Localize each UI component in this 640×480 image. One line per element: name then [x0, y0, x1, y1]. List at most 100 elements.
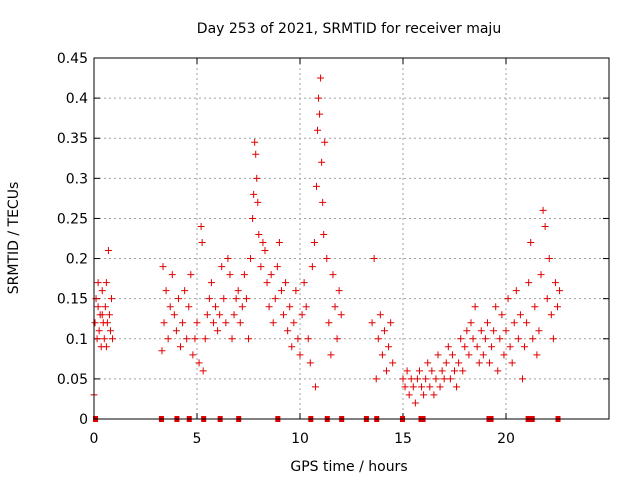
- data-point: [207, 279, 215, 287]
- data-point: [317, 74, 325, 82]
- data-point: [172, 327, 180, 335]
- data-point: [481, 335, 489, 343]
- data-point: [201, 335, 209, 343]
- x-tick-label: 5: [193, 431, 202, 447]
- data-point: [238, 303, 246, 311]
- data-point: [226, 271, 234, 279]
- data-point: [378, 351, 386, 359]
- data-point: [523, 319, 531, 327]
- y-tick-label: 0.45: [57, 51, 88, 67]
- data-point: [259, 239, 267, 247]
- data-point: [220, 295, 228, 303]
- data-point: [102, 343, 110, 351]
- data-point: [477, 327, 485, 335]
- data-point: [383, 367, 391, 375]
- data-point: [335, 287, 343, 295]
- data-point: [212, 303, 220, 311]
- data-point: [265, 303, 273, 311]
- data-point: [284, 327, 292, 335]
- data-point: [320, 230, 328, 238]
- data-point: [467, 319, 475, 327]
- data-point: [428, 367, 436, 375]
- data-point: [193, 319, 201, 327]
- y-tick-label: 0.3: [66, 171, 88, 187]
- data-point: [541, 222, 549, 230]
- data-point: [245, 335, 252, 343]
- data-point: [376, 311, 384, 319]
- data-point: [516, 311, 524, 319]
- data-point: [104, 247, 112, 255]
- data-point: [426, 383, 434, 391]
- data-point: [181, 287, 189, 295]
- data-point: [389, 359, 397, 367]
- data-point: [535, 327, 543, 335]
- data-point: [170, 311, 178, 319]
- data-point: [510, 319, 518, 327]
- data-point: [101, 303, 109, 311]
- data-point: [315, 94, 323, 102]
- data-point: [525, 279, 533, 287]
- data-point: [486, 359, 494, 367]
- data-point: [554, 303, 561, 311]
- data-point: [98, 287, 106, 295]
- data-point: [465, 351, 473, 359]
- data-point: [442, 359, 450, 367]
- data-point: [488, 343, 496, 351]
- data-point: [312, 182, 320, 190]
- data-point: [490, 327, 498, 335]
- data-point: [551, 279, 559, 287]
- data-point: [94, 279, 102, 287]
- data-point: [518, 375, 526, 383]
- data-point: [496, 335, 504, 343]
- data-point: [370, 255, 378, 263]
- x-axis-label: GPS time / hours: [290, 459, 407, 475]
- data-point: [189, 351, 197, 359]
- data-point: [405, 391, 413, 399]
- data-point: [290, 319, 298, 327]
- data-point: [252, 150, 260, 158]
- data-point: [494, 367, 502, 375]
- data-point: [385, 343, 393, 351]
- data-point: [100, 335, 108, 343]
- data-point: [399, 375, 407, 383]
- data-point: [422, 375, 430, 383]
- data-point: [254, 198, 262, 206]
- data-point: [547, 311, 555, 319]
- data-point: [277, 287, 285, 295]
- y-tick-label: 0: [79, 412, 88, 428]
- data-point: [296, 351, 304, 359]
- data-point: [448, 351, 456, 359]
- data-point: [457, 335, 465, 343]
- y-tick-label: 0.2: [66, 252, 88, 268]
- y-tick-label: 0.05: [57, 372, 88, 388]
- data-point: [209, 319, 217, 327]
- data-point: [374, 335, 382, 343]
- data-point: [300, 279, 308, 287]
- data-point: [269, 319, 277, 327]
- data-point: [103, 319, 111, 327]
- data-point: [195, 359, 203, 367]
- data-point: [323, 255, 331, 263]
- data-point: [247, 255, 255, 263]
- data-point: [160, 319, 168, 327]
- y-axis-label: SRMTID / TECUs: [6, 182, 22, 295]
- data-point: [250, 190, 258, 198]
- data-point: [504, 295, 512, 303]
- x-tick-label: 10: [291, 431, 309, 447]
- plot-frame: [93, 57, 610, 420]
- x-tick-label: 20: [497, 431, 515, 447]
- data-point: [537, 271, 545, 279]
- data-point: [205, 295, 213, 303]
- data-point: [273, 263, 281, 271]
- data-point: [413, 375, 421, 383]
- data-point: [91, 319, 99, 327]
- data-point: [288, 343, 296, 351]
- data-point: [453, 383, 461, 391]
- data-point: [327, 351, 335, 359]
- data-point: [321, 138, 329, 146]
- data-point: [109, 335, 117, 343]
- data-point: [436, 383, 444, 391]
- data-point: [463, 327, 471, 335]
- grid-lines: [94, 58, 609, 419]
- data-point: [498, 311, 506, 319]
